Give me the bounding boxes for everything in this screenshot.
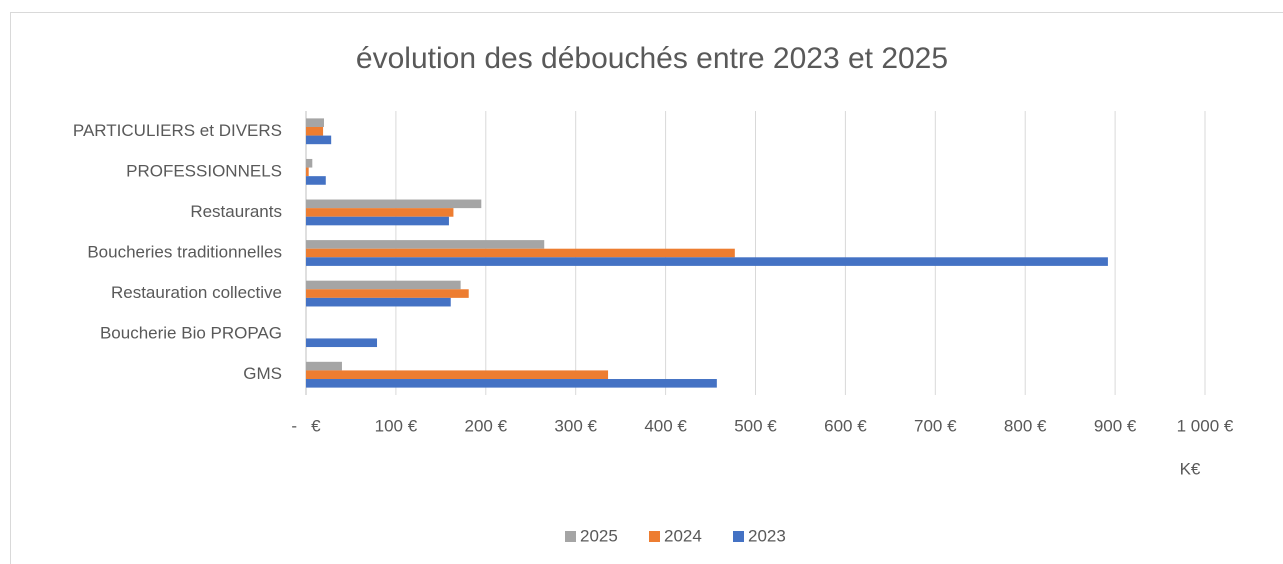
- bar: [306, 158, 313, 168]
- y-tick-label: PARTICULIERS et DIVERS: [73, 121, 282, 140]
- legend-swatch: [733, 531, 744, 542]
- bar: [306, 199, 482, 209]
- y-tick-label: Boucheries traditionnelles: [87, 242, 282, 261]
- y-tick-label: Restaurants: [190, 202, 282, 221]
- x-tick-label: 300 €: [554, 416, 597, 435]
- y-tick-label: Boucherie Bio PROPAG: [100, 324, 282, 343]
- bar: [306, 257, 1108, 266]
- x-tick-label: 100 €: [375, 416, 418, 435]
- x-tick-label: 200 €: [465, 416, 508, 435]
- chart-frame: [10, 12, 1283, 564]
- chart-title: évolution des débouchés entre 2023 et 20…: [356, 42, 948, 75]
- x-tick-label: 800 €: [1004, 416, 1047, 435]
- x-axis-label: K€: [1180, 459, 1201, 478]
- bar: [306, 297, 451, 307]
- bar: [306, 289, 469, 298]
- bar: [306, 135, 332, 145]
- x-tick-label: 500 €: [734, 416, 777, 435]
- bar: [306, 338, 378, 348]
- bar: [306, 370, 609, 380]
- x-tick-label: 400 €: [644, 416, 687, 435]
- legend-label: 2024: [664, 526, 702, 545]
- bar: [306, 176, 326, 185]
- x-tick-label: 1 000 €: [1177, 416, 1234, 435]
- bar: [306, 118, 324, 127]
- legend-swatch: [565, 531, 576, 542]
- y-tick-label: PROFESSIONNELS: [126, 161, 282, 180]
- bar: [306, 280, 461, 290]
- legend-swatch: [649, 531, 660, 542]
- x-tick-label: 600 €: [824, 416, 867, 435]
- y-tick-label: GMS: [243, 364, 282, 383]
- bar: [306, 216, 449, 226]
- x-tick-label: 700 €: [914, 416, 957, 435]
- bar: [306, 126, 324, 136]
- x-tick-label: 900 €: [1094, 416, 1137, 435]
- bar: [306, 240, 545, 249]
- bar: [306, 167, 309, 177]
- y-tick-label: Restauration collective: [111, 283, 282, 302]
- bar: [306, 379, 717, 388]
- legend-label: 2025: [580, 526, 618, 545]
- x-tick-label: - €: [291, 416, 321, 435]
- bar: [306, 208, 454, 217]
- bar: [306, 361, 342, 371]
- bar: [306, 248, 735, 258]
- legend-label: 2023: [748, 526, 786, 545]
